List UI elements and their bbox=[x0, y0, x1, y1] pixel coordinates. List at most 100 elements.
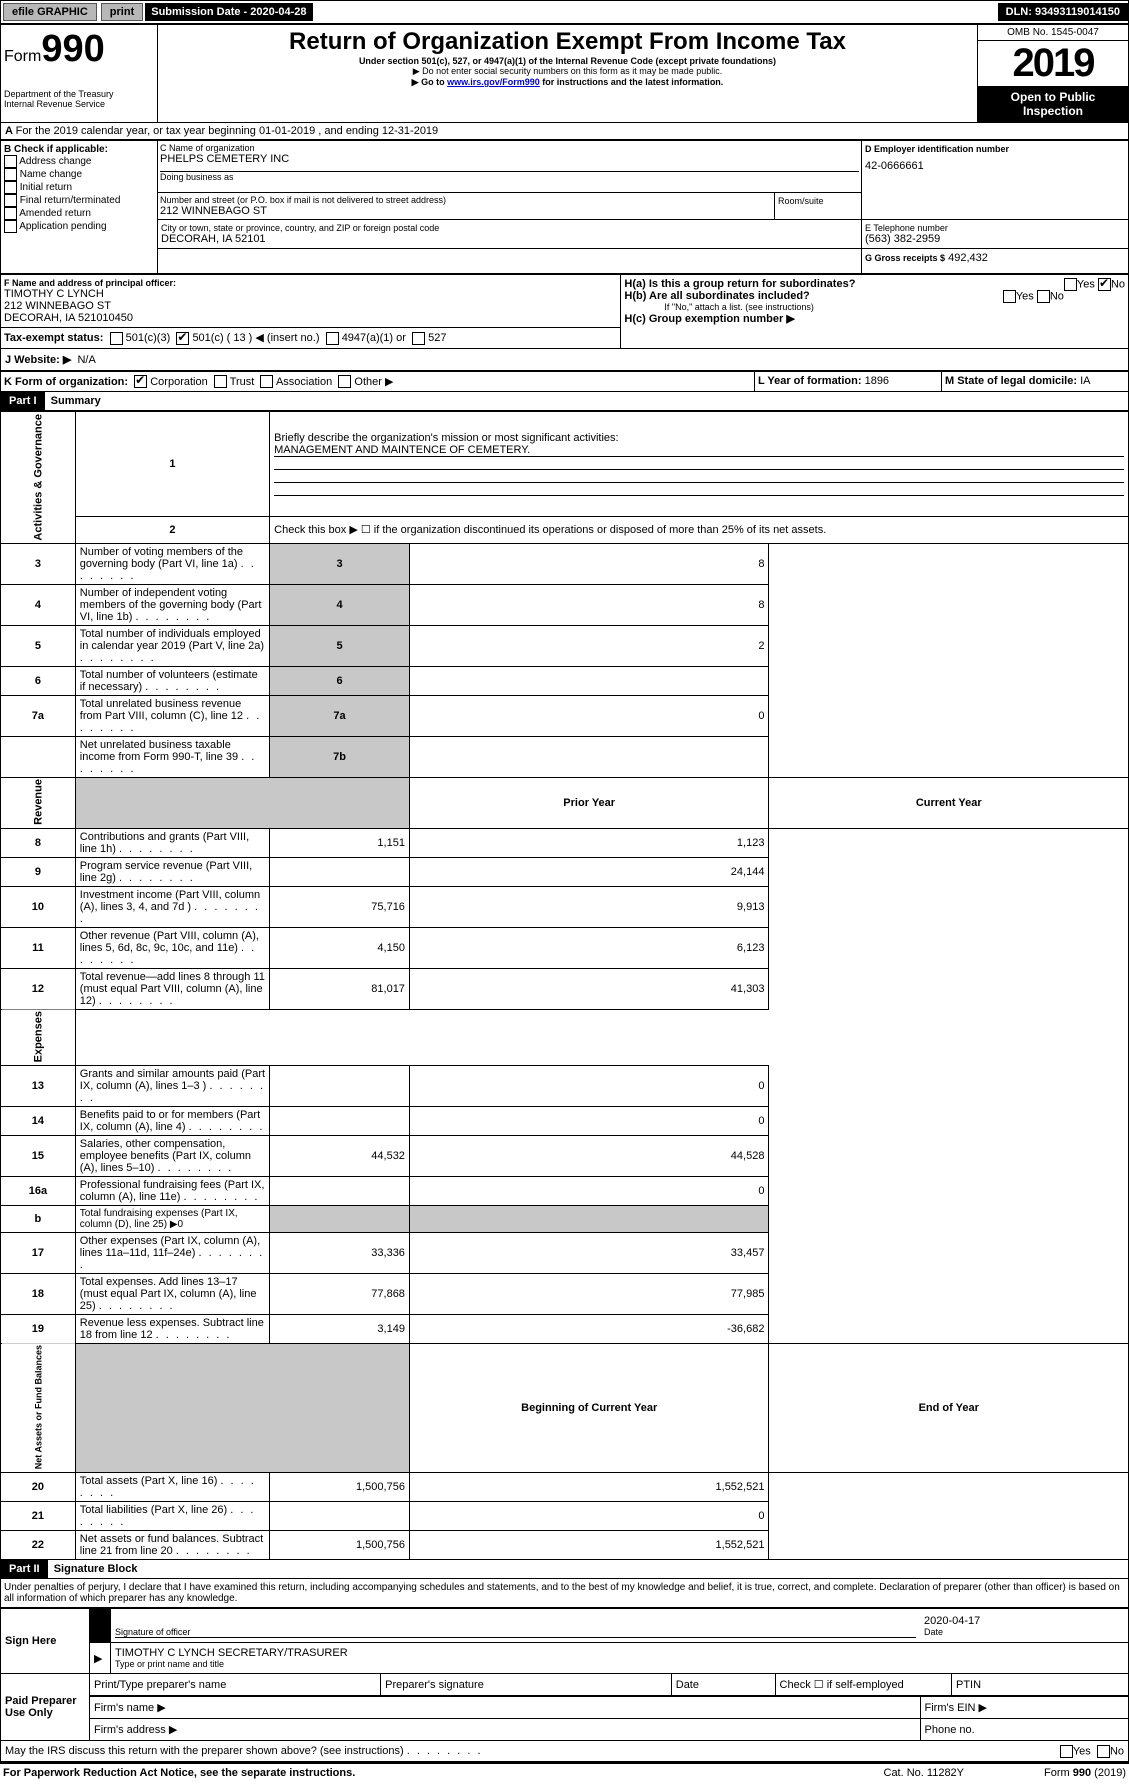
pp-sig-label: Preparer's signature bbox=[381, 1674, 672, 1696]
i-501c3-checkbox[interactable] bbox=[110, 332, 123, 345]
b-checkbox[interactable] bbox=[4, 155, 17, 168]
room-label: Room/suite bbox=[778, 196, 858, 206]
d-ein-value: 42-0666661 bbox=[865, 160, 1125, 172]
line-number: 7a bbox=[1, 695, 76, 736]
j-value: N/A bbox=[77, 354, 95, 366]
pp-date-label: Date bbox=[671, 1674, 775, 1696]
form-footer: Form 990 (2019) bbox=[1044, 1767, 1126, 1779]
tax-year: 2019 bbox=[978, 41, 1128, 86]
k-label: K Form of organization: bbox=[4, 376, 128, 388]
addr-value: 212 WINNEBAGO ST bbox=[160, 205, 772, 217]
current-year-value: 0 bbox=[409, 1176, 769, 1205]
b-checkbox[interactable] bbox=[4, 207, 17, 220]
current-year-value: 0 bbox=[409, 1106, 769, 1135]
i-527-checkbox[interactable] bbox=[412, 332, 425, 345]
form990-link[interactable]: www.irs.gov/Form990 bbox=[447, 77, 540, 87]
sig-date-label: Date bbox=[924, 1627, 1124, 1637]
hb-no-checkbox[interactable] bbox=[1037, 290, 1050, 303]
c-name-label: C Name of organization bbox=[160, 143, 859, 153]
ha-label: H(a) Is this a group return for subordin… bbox=[624, 278, 1125, 290]
ha-yes-checkbox[interactable] bbox=[1064, 278, 1077, 291]
current-year-value: -36,682 bbox=[409, 1314, 769, 1343]
current-year-value: 77,985 bbox=[409, 1273, 769, 1314]
hb-yes-checkbox[interactable] bbox=[1003, 290, 1016, 303]
current-year-value: 44,528 bbox=[409, 1135, 769, 1176]
perjury-text: Under penalties of perjury, I declare th… bbox=[0, 1579, 1129, 1608]
part2-title: Signature Block bbox=[54, 1563, 138, 1575]
j-label: J Website: ▶ bbox=[5, 354, 71, 366]
line-number: 14 bbox=[1, 1106, 76, 1135]
discuss-no-checkbox[interactable] bbox=[1097, 1745, 1110, 1758]
pp-name-label: Print/Type preparer's name bbox=[90, 1674, 381, 1696]
line-number: 11 bbox=[1, 927, 76, 968]
prior-year-value: 1,151 bbox=[270, 828, 410, 857]
discuss-yes-checkbox[interactable] bbox=[1060, 1745, 1073, 1758]
discuss-label: May the IRS discuss this return with the… bbox=[5, 1745, 404, 1757]
prior-year-value bbox=[270, 1065, 410, 1106]
vlabel-revenue: Revenue bbox=[1, 777, 76, 828]
line-text: Professional fundraising fees (Part IX, … bbox=[75, 1176, 269, 1205]
efile-button[interactable]: efile GRAPHIC bbox=[3, 3, 97, 21]
line-text: Net unrelated business taxable income fr… bbox=[75, 736, 269, 777]
open-public-label: Open to Public Inspection bbox=[978, 86, 1128, 122]
current-year-value: 6,123 bbox=[409, 927, 769, 968]
line-text: Total number of individuals employed in … bbox=[75, 625, 269, 666]
part1-header: Part I bbox=[1, 392, 45, 410]
line-grey-num: 7b bbox=[270, 736, 410, 777]
line-text: Number of voting members of the governin… bbox=[75, 543, 269, 584]
line-text: Total assets (Part X, line 16) bbox=[75, 1473, 269, 1502]
line-text: Investment income (Part VIII, column (A)… bbox=[75, 886, 269, 927]
line-value bbox=[409, 736, 769, 777]
line-text: Total revenue—add lines 8 through 11 (mu… bbox=[75, 968, 269, 1009]
b-checkbox[interactable] bbox=[4, 220, 17, 233]
b-checkbox[interactable] bbox=[4, 168, 17, 181]
line-grey-num: 5 bbox=[270, 625, 410, 666]
prior-year-value: 1,500,756 bbox=[270, 1473, 410, 1502]
i-4947-checkbox[interactable] bbox=[326, 332, 339, 345]
line-grey-num: 4 bbox=[270, 584, 410, 625]
f-addr1: 212 WINNEBAGO ST bbox=[4, 300, 617, 312]
print-button[interactable]: print bbox=[101, 3, 143, 21]
k-other-checkbox[interactable] bbox=[338, 375, 351, 388]
line-number: 17 bbox=[1, 1232, 76, 1273]
line-value: 8 bbox=[409, 543, 769, 584]
ha-no-checkbox[interactable] bbox=[1098, 278, 1111, 291]
city-label: City or town, state or province, country… bbox=[161, 223, 858, 233]
m-value: IA bbox=[1080, 375, 1090, 387]
line-text: Benefits paid to or for members (Part IX… bbox=[75, 1106, 269, 1135]
mission-text: MANAGEMENT AND MAINTENCE OF CEMETERY. bbox=[274, 444, 1124, 457]
line-text: Grants and similar amounts paid (Part IX… bbox=[75, 1065, 269, 1106]
part1-title: Summary bbox=[51, 395, 101, 407]
line-number: 22 bbox=[1, 1531, 76, 1560]
prior-year-value: 1,500,756 bbox=[270, 1531, 410, 1560]
line2-text: Check this box ▶ ☐ if the organization d… bbox=[270, 516, 1129, 543]
col-prior-year: Prior Year bbox=[409, 777, 769, 828]
line-grey-num: 6 bbox=[270, 666, 410, 695]
line-number: 3 bbox=[1, 543, 76, 584]
i-501c-checkbox[interactable] bbox=[176, 332, 189, 345]
line-grey-num: 7a bbox=[270, 695, 410, 736]
dba-label: Doing business as bbox=[160, 172, 859, 182]
k-assoc-checkbox[interactable] bbox=[260, 375, 273, 388]
line-text: Program service revenue (Part VIII, line… bbox=[75, 857, 269, 886]
current-year-value: 1,552,521 bbox=[409, 1531, 769, 1560]
b-checkbox[interactable] bbox=[4, 194, 17, 207]
part2-header: Part II bbox=[1, 1560, 48, 1578]
prior-year-value: 77,868 bbox=[270, 1273, 410, 1314]
d-ein-label: D Employer identification number bbox=[865, 144, 1125, 154]
f-label: F Name and address of principal officer: bbox=[4, 278, 617, 288]
m-label: M State of legal domicile: bbox=[945, 375, 1077, 387]
f-addr2: DECORAH, IA 521010450 bbox=[4, 312, 617, 324]
line-number bbox=[1, 736, 76, 777]
k-corp-checkbox[interactable] bbox=[134, 375, 147, 388]
line-number: 19 bbox=[1, 1314, 76, 1343]
line-text: Other revenue (Part VIII, column (A), li… bbox=[75, 927, 269, 968]
dept-label: Department of the Treasury Internal Reve… bbox=[4, 89, 154, 109]
line-text: Other expenses (Part IX, column (A), lin… bbox=[75, 1232, 269, 1273]
line-number: 20 bbox=[1, 1473, 76, 1502]
b-checkbox[interactable] bbox=[4, 181, 17, 194]
firm-name-label: Firm's name ▶ bbox=[90, 1697, 921, 1719]
form-title: Return of Organization Exempt From Incom… bbox=[161, 28, 974, 56]
vlabel-expenses: Expenses bbox=[1, 1009, 76, 1065]
k-trust-checkbox[interactable] bbox=[214, 375, 227, 388]
